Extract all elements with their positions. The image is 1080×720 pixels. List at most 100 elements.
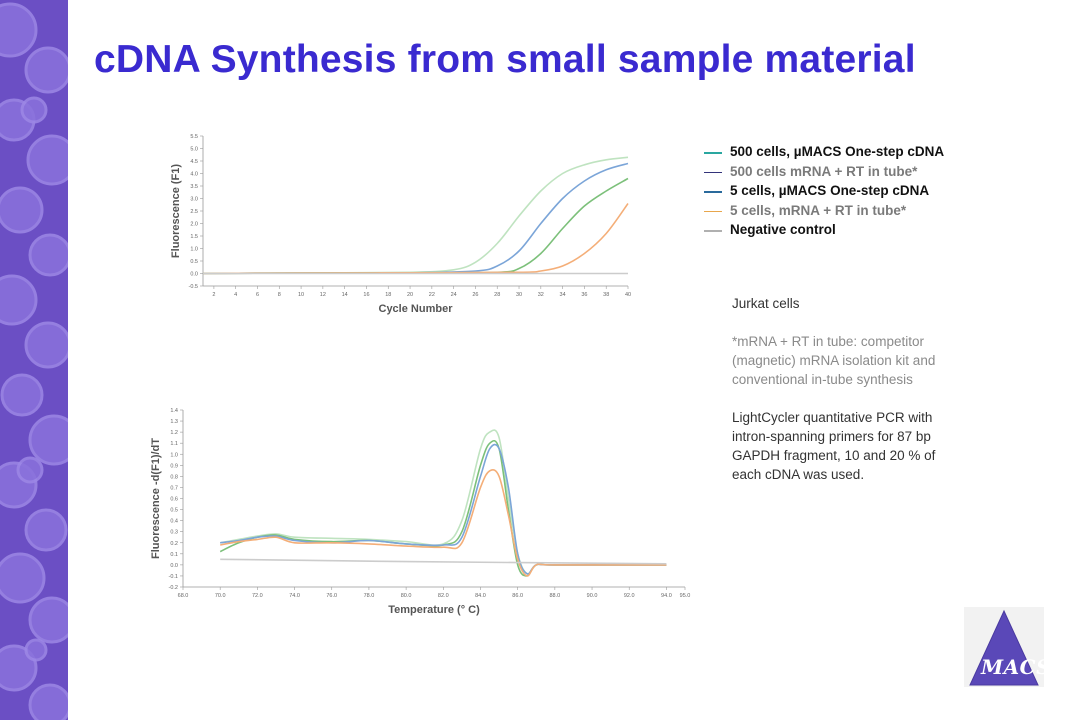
y-tick-label: 1.5 — [190, 234, 198, 240]
y-tick-label: 0.8 — [170, 474, 178, 480]
legend-swatch — [704, 152, 722, 154]
y-tick-label: 0.6 — [170, 497, 178, 503]
x-tick-label: 88.0 — [549, 593, 560, 599]
cell-shape — [24, 321, 68, 369]
x-tick-label: 22 — [429, 292, 435, 298]
series-line — [202, 162, 629, 275]
cell-shape — [24, 508, 68, 552]
x-tick-label: 38 — [603, 292, 609, 298]
cell-shape — [0, 552, 46, 604]
x-tick-label: 6 — [256, 292, 259, 298]
x-tick-label: 68.0 — [178, 593, 189, 599]
cell-line-note: Jurkat cells — [732, 296, 800, 311]
series-line — [220, 443, 667, 575]
cell-shape — [0, 186, 44, 234]
cell-shape — [0, 2, 38, 58]
x-tick-label: 70.0 — [215, 593, 226, 599]
series-line — [220, 429, 667, 575]
x-tick-label: 28 — [494, 292, 500, 298]
y-tick-label: 1.1 — [170, 441, 178, 447]
cells-pattern — [0, 2, 68, 720]
x-tick-label: 14 — [342, 292, 348, 298]
x-tick-label: 78.0 — [364, 593, 375, 599]
y-tick-label: -0.1 — [169, 574, 178, 580]
y-tick-label: 0.3 — [170, 530, 178, 536]
y-tick-label: 0.9 — [170, 463, 178, 469]
legend-swatch — [704, 230, 722, 232]
legend-label: Negative control — [730, 222, 836, 237]
y-tick-label: 0.0 — [170, 563, 178, 569]
x-tick-label: 86.0 — [512, 593, 523, 599]
y-tick-label: 5.5 — [190, 134, 198, 140]
notes-panel: Jurkat cells *mRNA + RT in tube: competi… — [732, 294, 967, 484]
y-tick-label: 0.1 — [170, 552, 178, 558]
y-axis-title: Fluorescence -d(F1)/dT — [150, 438, 162, 559]
x-axis-title: Cycle Number — [379, 303, 454, 315]
y-tick-label: 5.0 — [190, 147, 198, 153]
x-tick-label: 32 — [538, 292, 544, 298]
y-tick-label: 0.0 — [190, 272, 198, 278]
y-tick-label: 1.2 — [170, 430, 178, 436]
x-tick-label: 30 — [516, 292, 522, 298]
series-line — [220, 469, 667, 577]
legend-swatch — [704, 210, 722, 212]
x-tick-label: 90.0 — [587, 593, 598, 599]
x-tick-label: 4 — [234, 292, 237, 298]
x-tick-label: 12 — [320, 292, 326, 298]
series-line — [202, 156, 629, 275]
y-tick-label: 0.5 — [170, 508, 178, 514]
x-tick-label: 10 — [298, 292, 304, 298]
y-tick-label: 1.0 — [190, 247, 198, 253]
y-tick-label: 0.5 — [190, 259, 198, 265]
x-tick-label: 36 — [581, 292, 587, 298]
x-tick-label: 74.0 — [289, 593, 300, 599]
cell-shape — [28, 414, 68, 466]
series-line — [202, 203, 629, 275]
x-tick-label: 84.0 — [475, 593, 486, 599]
x-tick-label: 34 — [560, 292, 566, 298]
legend-label: 500 cells, µMACS One-step cDNA — [730, 144, 945, 159]
y-tick-label: 4.0 — [190, 172, 198, 178]
logo-triangle-icon — [969, 609, 1039, 686]
footnote: *mRNA + RT in tube: competitor (magnetic… — [732, 334, 936, 387]
x-tick-label: 82.0 — [438, 593, 449, 599]
cell-shape — [26, 134, 68, 186]
amplification-chart: -0.5 0.0 0.5 1.0 1.5 2.0 2.5 3.0 3.5 4.0 4.5 5.0 5.5… — [170, 134, 631, 315]
cell-shape — [20, 96, 48, 124]
x-tick-label: 92.0 — [624, 593, 635, 599]
legend-label: 5 cells, µMACS One-step cDNA — [730, 183, 930, 198]
cell-shape — [24, 638, 48, 662]
decorative-cell-strip — [0, 0, 68, 720]
macs-logo: MACS — [964, 607, 1051, 687]
x-tick-label: 24 — [451, 292, 457, 298]
x-tick-label: 20 — [407, 292, 413, 298]
legend-label: 5 cells, mRNA + RT in tube* — [730, 202, 907, 218]
y-tick-label: 0.4 — [170, 519, 178, 525]
cell-shape — [0, 373, 44, 417]
x-tick-label: 8 — [278, 292, 281, 298]
series-line — [202, 177, 629, 275]
x-axis-title: Temperature (° C) — [388, 604, 480, 616]
cell-shape — [28, 233, 68, 277]
x-tick-label: 76.0 — [326, 593, 337, 599]
y-tick-label: 1.4 — [170, 408, 178, 414]
cell-shape — [0, 274, 38, 326]
cell-shape — [16, 456, 44, 484]
legend-label: 500 cells mRNA + RT in tube* — [730, 163, 918, 179]
x-tick-label: 80.0 — [401, 593, 412, 599]
x-tick-label: 26 — [472, 292, 478, 298]
logo-text: MACS — [981, 655, 1052, 679]
x-tick-label: 16 — [363, 292, 369, 298]
y-tick-label: 1.0 — [170, 452, 178, 458]
x-tick-label: 18 — [385, 292, 391, 298]
series-line — [219, 439, 667, 577]
x-tick-label: 72.0 — [252, 593, 263, 599]
y-axis-title: Fluorescence (F1) — [170, 164, 182, 258]
x-tick-label: 2 — [212, 292, 215, 298]
y-tick-label: 0.7 — [170, 485, 178, 491]
x-tick-label: 40 — [625, 292, 631, 298]
y-tick-label: -0.5 — [189, 284, 198, 290]
series-line — [220, 558, 667, 565]
y-tick-label: 3.0 — [190, 197, 198, 203]
y-tick-label: 3.5 — [190, 184, 198, 190]
